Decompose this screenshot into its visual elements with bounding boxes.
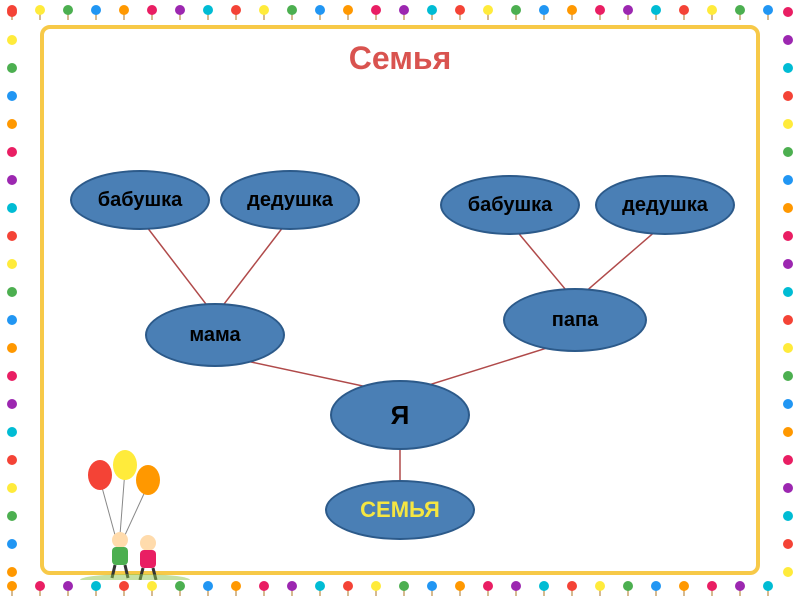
node-label: бабушка <box>98 189 183 212</box>
node-label: дедушка <box>622 194 708 217</box>
edge <box>140 218 215 316</box>
node-dad: папа <box>503 288 647 352</box>
balloons-decoration <box>70 440 220 580</box>
node-mom: мама <box>145 303 285 367</box>
node-gf1: дедушка <box>220 170 360 230</box>
node-label: дедушка <box>247 189 333 212</box>
node-me: Я <box>330 380 470 450</box>
edge <box>215 218 290 316</box>
node-label: мама <box>189 324 240 347</box>
node-gf2: дедушка <box>595 175 735 235</box>
node-label: СЕМЬЯ <box>360 497 440 523</box>
node-gm1: бабушка <box>70 170 210 230</box>
node-label: папа <box>552 309 598 332</box>
node-fam: СЕМЬЯ <box>325 480 475 540</box>
node-label: бабушка <box>468 194 553 217</box>
node-label: Я <box>391 400 410 431</box>
node-gm2: бабушка <box>440 175 580 235</box>
